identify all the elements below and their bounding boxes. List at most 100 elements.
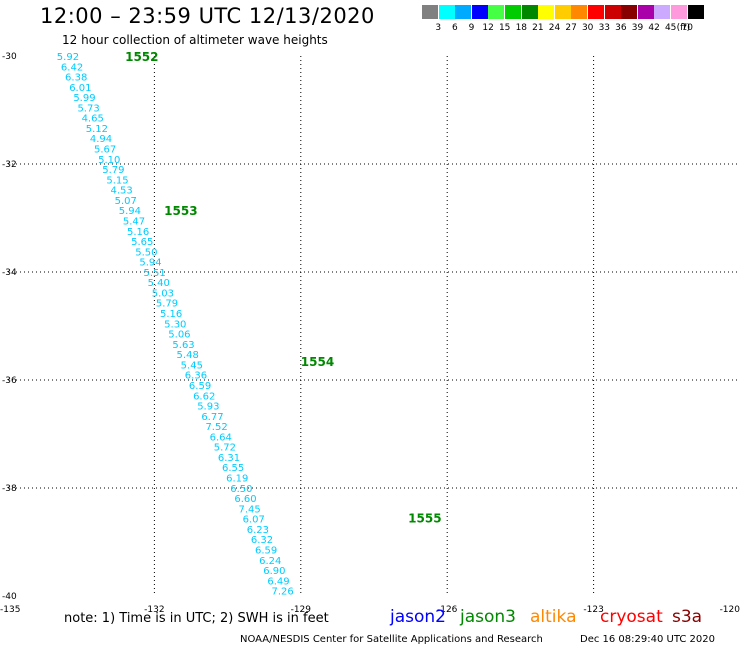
wave-height-value: 7.52 xyxy=(205,422,227,433)
wave-height-value: 6.59 xyxy=(189,381,211,392)
legend-swatch xyxy=(571,5,588,19)
legend-swatch xyxy=(471,5,488,19)
legend-swatch xyxy=(687,5,704,19)
wave-height-value: 5.06 xyxy=(168,330,190,341)
generated-timestamp: Dec 16 08:29:40 UTC 2020 xyxy=(580,634,715,645)
legend-swatch xyxy=(621,5,638,19)
legend-swatch xyxy=(637,5,654,19)
color-scale-legend: 3 6 9 12 15 18 21 24 27 30 33 36 39 42 45 70 (ft) xyxy=(422,5,740,37)
wave-height-value: 6.77 xyxy=(201,412,223,423)
wave-height-value: 6.55 xyxy=(222,463,244,474)
y-tick-label: -32 xyxy=(2,160,17,170)
wave-height-value: 6.64 xyxy=(210,432,232,443)
legend-swatch xyxy=(671,5,687,19)
wave-height-value: 5.50 xyxy=(135,247,157,258)
x-tick-label: -120 xyxy=(720,605,740,615)
chart-title: 12:00 – 23:59 UTC 12/13/2020 xyxy=(40,4,375,28)
legend-swatch xyxy=(422,5,438,19)
wave-height-value: 6.01 xyxy=(69,83,91,94)
wave-height-value: 6.23 xyxy=(247,525,269,536)
legend-label: 6 xyxy=(452,23,458,33)
wave-height-value: 5.67 xyxy=(94,145,116,156)
legend-label: 70 xyxy=(681,23,694,33)
x-tick-label: -129 xyxy=(291,605,312,615)
y-tick-label: -38 xyxy=(2,484,17,494)
y-tick-label: -36 xyxy=(2,376,17,386)
wave-height-value: 6.59 xyxy=(255,545,277,556)
legend-swatch xyxy=(488,5,505,19)
satellite-label-altika: altika xyxy=(530,607,577,627)
x-tick-label: -135 xyxy=(0,605,20,615)
legend-label: 42 xyxy=(648,23,660,33)
legend-swatch xyxy=(554,5,571,19)
legend-swatch xyxy=(505,5,521,19)
legend-label: 33 xyxy=(598,23,611,33)
wave-height-value: 5.12 xyxy=(86,124,108,135)
wave-height-value: 5.63 xyxy=(172,340,194,351)
wave-height-value: 6.31 xyxy=(218,453,240,464)
legend-label: 18 xyxy=(515,23,528,33)
wave-height-value: 5.30 xyxy=(164,319,186,330)
wave-height-value: 5.72 xyxy=(214,443,236,454)
y-tick-label: -30 xyxy=(2,52,17,62)
legend-label: 27 xyxy=(565,23,577,33)
wave-height-value: 6.07 xyxy=(243,515,265,526)
wave-height-value: 5.07 xyxy=(115,196,137,207)
x-tick-label: -126 xyxy=(437,605,458,615)
satellite-label-jason2: jason2 xyxy=(390,607,446,627)
satellite-label-jason3: jason3 xyxy=(460,607,516,627)
wave-height-value: 5.47 xyxy=(123,216,145,227)
wave-height-value: 5.15 xyxy=(106,175,128,186)
legend-label: 24 xyxy=(548,23,561,33)
x-tick-label: -123 xyxy=(583,605,603,615)
wave-height-value: 4.53 xyxy=(110,186,132,197)
legend-swatch xyxy=(438,5,455,19)
wave-height-value: 5.94 xyxy=(119,206,141,217)
satellite-label-cryosat: cryosat xyxy=(600,607,663,627)
legend-label: 45 xyxy=(664,23,677,33)
x-tick-label: -132 xyxy=(144,605,164,615)
wave-height-value: 5.40 xyxy=(148,278,170,289)
legend-label: 39 xyxy=(631,23,644,33)
legend-swatch xyxy=(604,5,621,19)
legend-label: 15 xyxy=(498,23,511,33)
legend-swatch xyxy=(538,5,555,19)
wave-height-value: 6.32 xyxy=(251,535,273,546)
wave-height-value: 5.16 xyxy=(160,309,182,320)
track-label: 1555 xyxy=(408,512,441,526)
wave-height-value: 5.92 xyxy=(57,52,79,63)
wave-height-value: 6.38 xyxy=(65,73,87,84)
wave-height-value: 7.45 xyxy=(238,504,260,515)
wave-height-value: 5.94 xyxy=(139,258,161,269)
legend-label: 9 xyxy=(468,23,475,33)
satellite-label-s3a: s3a xyxy=(672,607,703,627)
legend-swatch xyxy=(588,5,604,19)
legend-label: 30 xyxy=(581,23,594,33)
wave-height-value: 6.50 xyxy=(230,484,252,495)
legend-label: 12 xyxy=(482,23,494,33)
wave-height-value: 6.49 xyxy=(267,576,289,587)
wave-height-value: 5.16 xyxy=(127,227,149,238)
legend-label: 36 xyxy=(615,23,627,33)
legend-label: 3 xyxy=(435,23,442,33)
footnote: note: 1) Time is in UTC; 2) SWH is in fe… xyxy=(64,611,329,626)
wave-height-value: 5.48 xyxy=(177,350,199,361)
wave-height-value: 5.65 xyxy=(131,237,153,248)
legend-label: 21 xyxy=(532,23,544,33)
wave-height-value: 6.24 xyxy=(259,556,281,567)
wave-height-value: 7.26 xyxy=(272,587,294,598)
wave-height-value: 5.99 xyxy=(73,93,95,104)
wave-height-value: 5.03 xyxy=(152,288,174,299)
track-label: 1553 xyxy=(164,204,197,218)
wave-height-value: 5.79 xyxy=(102,165,124,176)
track-label: 1552 xyxy=(125,50,158,64)
y-tick-label: -34 xyxy=(2,268,17,278)
wave-height-value: 6.60 xyxy=(234,494,256,505)
y-tick-label: -40 xyxy=(2,592,17,602)
legend-swatch xyxy=(521,5,538,19)
credit-line: NOAA/NESDIS Center for Satellite Applica… xyxy=(240,634,543,645)
wave-height-value: 6.36 xyxy=(185,371,207,382)
wave-height-value: 5.51 xyxy=(144,268,166,279)
track-label: 1554 xyxy=(301,355,334,369)
